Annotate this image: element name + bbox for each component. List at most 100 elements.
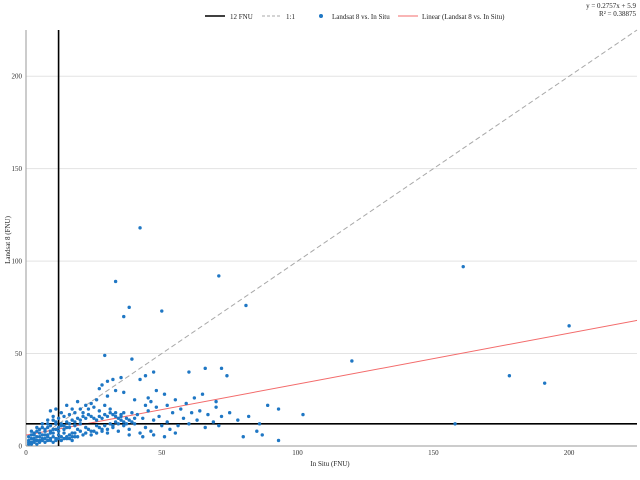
data-point-10 [130,357,134,361]
data-point-181 [70,418,74,422]
data-point-45 [51,418,55,422]
data-point-44 [56,416,61,420]
data-point-188 [89,414,93,419]
data-point-22 [111,377,115,382]
legend-scatter-swatch [319,14,323,18]
data-point-86 [241,435,245,439]
data-point-126 [29,433,34,437]
data-point-196 [111,412,115,417]
data-point-25 [97,386,102,391]
data-point-237 [203,425,207,430]
data-point-95 [138,431,142,435]
data-point-37 [94,398,99,402]
data-point-7 [244,303,248,308]
data-point-38 [89,401,93,406]
data-point-12 [507,374,512,378]
data-point-176 [56,425,61,430]
data-point-152 [100,429,104,433]
data-point-92 [160,423,164,428]
data-point-171 [43,433,47,437]
data-point-64 [141,416,145,420]
data-point-211 [54,420,58,424]
data-point-178 [62,423,66,428]
data-point-90 [176,423,180,428]
data-point-218 [43,440,47,445]
data-point-58 [108,407,112,411]
data-point-32 [214,399,218,404]
data-point-78 [246,414,251,419]
data-point-144 [78,429,83,433]
data-point-172 [46,435,50,439]
data-point-234 [179,407,183,411]
data-point-112 [62,427,66,432]
data-point-194 [105,414,110,419]
data-point-42 [67,412,72,417]
data-point-21 [119,375,123,380]
data-point-51 [70,407,74,411]
data-point-221 [51,440,55,445]
data-point-61 [124,416,129,420]
data-point-88 [214,405,218,409]
data-point-235 [184,401,188,406]
data-point-34 [146,396,150,400]
data-point-41 [73,411,77,415]
data-point-17 [187,370,191,374]
data-point-3 [217,274,221,278]
data-point-137 [59,435,64,439]
data-point-118 [46,425,50,430]
data-points [27,226,571,446]
data-point-53 [81,411,85,415]
data-point-233 [165,403,169,408]
legend: 12 FNU 1:1 Landsat 8 vs. In Situ Linear … [205,13,505,21]
data-point-93 [149,429,153,433]
data-point-76 [227,411,232,415]
data-point-69 [170,411,175,415]
data-point-180 [67,422,72,426]
data-point-226 [65,435,69,439]
data-point-109 [70,431,74,435]
data-point-147 [86,427,91,432]
data-point-179 [65,425,69,430]
data-point-68 [165,420,169,424]
data-point-82 [301,412,305,417]
data-point-199 [119,412,123,417]
one-to-one-line [25,29,638,447]
data-point-105 [84,425,88,430]
data-point-121 [37,427,42,432]
data-point-186 [84,416,88,420]
data-point-168 [35,438,39,443]
data-point-16 [203,366,207,371]
data-point-197 [113,414,118,419]
data-point-207 [43,427,47,432]
data-point-191 [97,414,102,419]
data-point-243 [127,433,131,437]
data-point-185 [81,414,85,419]
data-point-55 [92,405,96,409]
data-point-30 [173,398,178,402]
data-point-114 [56,429,61,433]
data-point-146 [84,431,88,435]
data-point-35 [132,398,137,402]
data-point-107 [75,427,80,432]
data-point-182 [73,420,77,424]
data-point-241 [162,435,167,439]
data-point-6 [160,309,164,313]
data-point-217 [40,438,44,443]
data-point-20 [138,377,142,382]
data-point-31 [200,392,205,396]
data-point-230 [143,403,148,408]
tick-labels: 0 50 100 150 200 0 50 100 150 200 [12,73,575,457]
data-point-52 [75,399,80,404]
data-point-227 [67,436,72,441]
data-point-150 [94,431,99,435]
data-point-28 [154,388,159,393]
data-point-80 [265,403,270,408]
data-point-18 [151,370,156,374]
data-point-77 [236,418,240,422]
data-point-72 [195,418,199,422]
data-point-9 [103,353,107,358]
legend-threshold-label: 12 FNU [230,13,253,21]
y-axis-title: Landsat 8 (FNU) [4,215,12,263]
data-point-240 [151,433,156,437]
data-point-130 [40,425,44,430]
